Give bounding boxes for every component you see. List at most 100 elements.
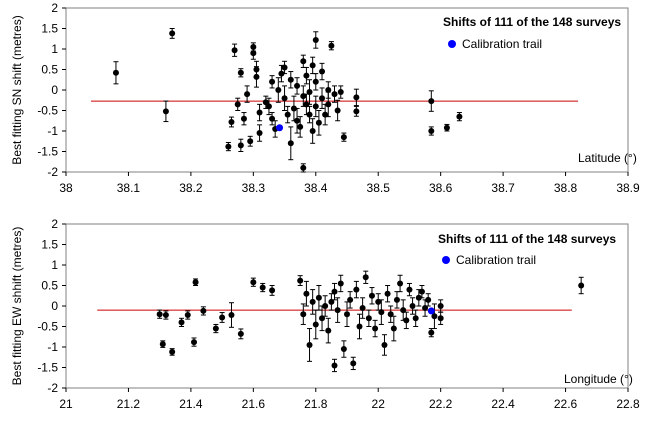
x-tick-label: 21.2 [117,397,141,411]
data-point [294,117,301,124]
data-point [387,311,394,318]
x-tick-label: 22 [372,397,386,411]
data-point [287,76,294,83]
data-point [390,325,397,332]
data-point [375,298,382,305]
x-tick-label: 38.7 [491,181,515,195]
y-axis-label: Best fitting SN shift (metres) [10,15,24,164]
data-point [319,95,326,102]
data-point [192,279,199,286]
y-tick-label: 0 [51,83,58,97]
data-point [256,109,263,116]
data-point [365,315,372,322]
chart-latitude: 2 1.5 1 0.5 0 -0.5 -1 -1.5 -2 38 38.1 38.2 38.3 38.4… [10,1,640,195]
data-point [250,279,257,286]
data-point [428,329,435,336]
data-point [228,312,235,319]
data-point [362,274,369,281]
y-tick-label: 1 [51,258,58,272]
data-point [297,123,304,130]
data-point [340,134,347,141]
data-point [156,311,163,318]
data-point [578,282,585,289]
data-point [353,108,360,115]
calibration-point [276,124,284,132]
y-tick-label: -1 [47,340,58,354]
data-point [328,42,335,49]
x-tick-label: 38.3 [242,181,266,195]
data-point [169,30,176,37]
x-axis-label: Latitude (°) [578,151,637,165]
data-point [240,115,247,122]
data-point [412,315,419,322]
data-point [340,346,347,353]
data-point [306,89,313,96]
data-point [250,50,257,57]
data-point [237,69,244,76]
x-tick-label: 38.6 [429,181,453,195]
x-tick-label: 38.4 [304,181,328,195]
error-bars [157,270,584,373]
data-point [437,303,444,309]
y-tick-label: -0.5 [37,320,58,334]
data-point [322,111,329,118]
data-point [281,95,288,102]
data-point [300,164,307,171]
data-point [159,341,166,348]
x-tick-label: 22.8 [616,397,640,411]
data-point [319,315,326,322]
data-point [381,341,388,348]
data-point [247,138,254,145]
data-point [237,142,244,149]
data-point [231,47,238,54]
data-point [344,311,350,318]
data-point [337,89,344,96]
data-point [418,288,425,295]
data-point [228,118,235,125]
data-point [328,298,335,305]
data-point [309,62,316,69]
data-point [353,286,360,293]
data-point [290,105,297,112]
y-tick-label: 1.5 [41,22,58,36]
data-point [269,78,276,85]
x-tick-label: 22.6 [554,397,578,411]
data-point [334,307,341,314]
data-point [162,108,169,115]
data-point [253,73,260,80]
data-point [162,312,169,319]
y-axis-label: Best fitting EW shhift (metres) [10,227,24,386]
data-point [312,36,319,43]
y-tick-label: 1 [51,42,58,56]
x-axis-ticks: 38 38.1 38.2 38.3 38.4 38.5 38.6 38.7 38.8 38.9 [59,172,640,195]
data-point [184,312,191,319]
data-points [112,30,463,171]
data-point [303,72,310,79]
calibration-point [427,307,435,315]
legend-label: Calibration trail [456,253,536,267]
data-point [300,311,307,318]
x-axis-label: Longitude (°) [564,372,633,386]
data-point [303,290,310,297]
data-point [287,140,294,147]
x-tick-label: 22.4 [491,397,515,411]
data-point [306,111,313,118]
data-point [353,94,360,101]
data-point [312,78,319,85]
data-point [244,91,251,98]
data-point [284,111,291,118]
data-point [331,91,338,98]
data-point [300,58,307,65]
x-tick-label: 38.9 [616,181,640,195]
data-point [350,360,357,367]
y-tick-label: 0.5 [41,63,58,77]
legend-marker [448,40,456,48]
x-tick-label: 38 [59,181,73,195]
data-point [278,70,285,77]
data-point [347,296,354,303]
y-tick-label: -1.5 [37,145,58,159]
data-point [306,341,313,348]
y-axis-ticks: 2 1.5 1 0.5 0 -0.5 -1 -1.5 -2 [37,1,66,179]
data-point [325,101,332,108]
data-point [269,115,276,122]
